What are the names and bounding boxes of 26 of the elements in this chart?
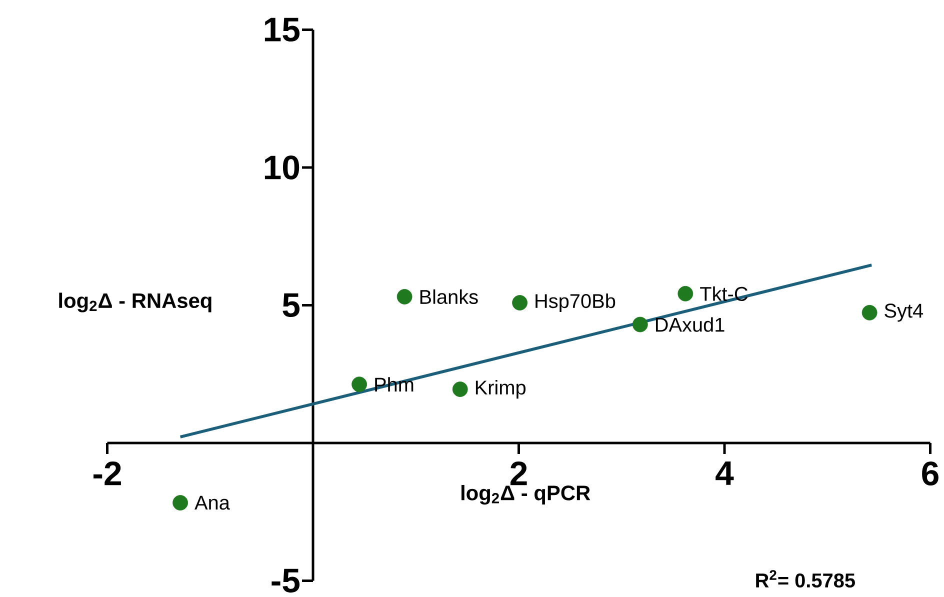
point: [172, 495, 188, 510]
x-tick-label: 4: [716, 462, 734, 485]
y-tick-label: 15: [264, 18, 300, 42]
annotation: Blanks: [420, 289, 478, 304]
annotation: R$^{2}$= 0.5785: [756, 570, 855, 588]
point: [452, 382, 468, 397]
point: [632, 316, 648, 332]
annotation: Krimp: [476, 380, 526, 399]
x-tick-label: 6: [922, 462, 938, 486]
annotation: Ana: [194, 496, 230, 510]
point: [862, 304, 878, 320]
annotation: DAxud1: [656, 317, 724, 332]
y-tick-label: -5: [272, 568, 300, 593]
y-axis-title: log$_{2}$Δ - RNAseq: [59, 292, 212, 312]
x-axis-title: log$_{2}$Δ - qPCR: [461, 484, 590, 505]
annotation: Syt4: [884, 304, 924, 322]
annotation: Hsp70Bb: [536, 293, 616, 312]
point: [352, 376, 367, 392]
point: [512, 295, 528, 310]
x-tick-label: -2: [94, 462, 121, 486]
y-tick-label: 5: [282, 293, 300, 318]
annotation: Tkt-C: [700, 286, 748, 301]
point: [678, 286, 694, 302]
y-tick-label: 10: [264, 156, 300, 180]
x-tick-label: 2: [510, 462, 527, 486]
point: [396, 289, 412, 304]
